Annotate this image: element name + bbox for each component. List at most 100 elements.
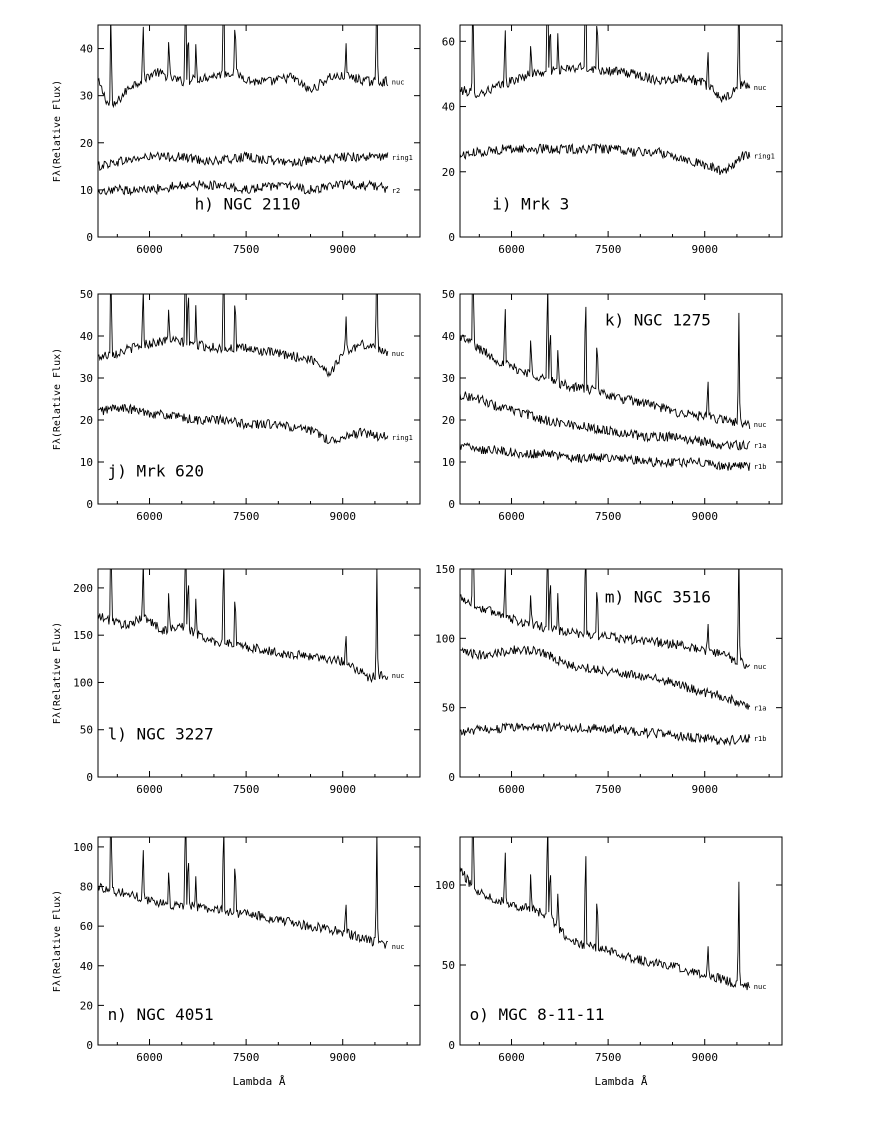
y-tick-label: 60 (442, 35, 455, 48)
panel-label: j) Mrk 620 (108, 462, 204, 481)
y-tick-label: 40 (442, 330, 455, 343)
x-tick-label: 6000 (498, 783, 525, 796)
plot-frame (459, 568, 783, 778)
y-tick-label: 10 (442, 456, 455, 469)
x-tick-label: 9000 (691, 243, 718, 256)
y-tick-label: 100 (435, 632, 455, 645)
x-tick-label: 9000 (691, 1051, 718, 1064)
plot-frame (459, 293, 783, 505)
spectrum-line (98, 25, 389, 109)
spectrum-line (460, 25, 751, 104)
y-tick-label: 50 (442, 702, 455, 715)
chart-panel: 6000 7500 9000 0 20 40 60 80 100 Fλ(Relative Flux… (52, 836, 421, 1088)
panel-label: l) NGC 3227 (108, 725, 214, 744)
y-tick-label: 20 (80, 137, 93, 150)
x-tick-label: 7500 (233, 510, 260, 523)
x-tick-label: 9000 (329, 510, 356, 523)
plot-frame (459, 836, 783, 1046)
chart-panel: 6000 7500 9000 0 20 40 60 nuc ring1 i) Mrk 3 (442, 24, 783, 256)
x-tick-label: 9000 (691, 510, 718, 523)
y-tick-label: 0 (86, 231, 93, 244)
chart-panel: 6000 7500 9000 0 50 100 150 nuc r1a r1b m) NGC 351… (435, 563, 783, 796)
y-tick-label: 30 (80, 90, 93, 103)
chart-panel: 6000 7500 9000 0 50 100 150 200 Fλ(Relative Flux… (52, 568, 421, 796)
x-tick-label: 6000 (136, 783, 163, 796)
y-tick-label: 0 (86, 1039, 93, 1052)
spectrum-line (460, 837, 751, 991)
y-tick-label: 40 (80, 43, 93, 56)
plot-frame (459, 24, 783, 238)
x-tick-label: 7500 (233, 243, 260, 256)
y-tick-label: 20 (80, 414, 93, 427)
series-label: ring1 (392, 154, 413, 162)
spectrum-line (98, 151, 389, 171)
y-tick-label: 20 (442, 166, 455, 179)
y-axis-label: Fλ(Relative Flux) (52, 80, 63, 182)
series-label: nuc (754, 663, 767, 671)
series-label: r1a (754, 442, 767, 450)
y-tick-label: 50 (442, 288, 455, 301)
y-tick-label: 30 (442, 372, 455, 385)
spectrum-line (460, 294, 751, 429)
y-tick-label: 0 (448, 1039, 455, 1052)
y-tick-label: 20 (442, 414, 455, 427)
y-tick-label: 40 (442, 101, 455, 114)
x-axis-label: Lambda Å (595, 1075, 648, 1088)
plot-frame (97, 24, 421, 238)
y-tick-label: 40 (80, 960, 93, 973)
chart-panel: 6000 7500 9000 0 10 20 30 40 50 nuc r1a r1b k) NGC 1… (442, 288, 783, 523)
y-axis-label: Fλ(Relative Flux) (52, 890, 63, 992)
y-tick-label: 50 (80, 724, 93, 737)
series-label: r1a (754, 705, 767, 713)
chart-panel: 6000 7500 9000 0 50 100 Lambda Å nuc o) MGC 8-11… (435, 836, 783, 1088)
spectrum-line (98, 179, 389, 197)
x-tick-label: 7500 (595, 243, 622, 256)
panel-label: m) NGC 3516 (605, 587, 711, 606)
x-tick-label: 9000 (329, 1051, 356, 1064)
x-axis-label: Lambda Å (233, 1075, 286, 1088)
spectrum-line (460, 569, 751, 669)
chart-panel: 6000 7500 9000 0 10 20 30 40 50 Fλ(Relative Flux)… (52, 288, 421, 523)
spectrum-line (98, 837, 388, 949)
x-tick-label: 7500 (595, 1051, 622, 1064)
x-tick-label: 7500 (595, 510, 622, 523)
series-label: nuc (754, 421, 767, 429)
x-tick-label: 6000 (498, 243, 525, 256)
x-tick-label: 6000 (136, 243, 163, 256)
panel-label: n) NGC 4051 (108, 1005, 214, 1024)
y-tick-label: 60 (80, 920, 93, 933)
spectrum-line (460, 721, 751, 747)
panel-label: i) Mrk 3 (492, 194, 569, 213)
x-tick-label: 7500 (233, 783, 260, 796)
y-axis-label: Fλ(Relative Flux) (52, 348, 63, 450)
series-label: nuc (392, 672, 405, 680)
spectrum-line (98, 569, 389, 684)
y-tick-label: 100 (73, 841, 93, 854)
panel-label: k) NGC 1275 (605, 311, 711, 330)
x-tick-label: 7500 (595, 783, 622, 796)
y-tick-label: 20 (80, 999, 93, 1012)
y-tick-label: 100 (435, 879, 455, 892)
y-tick-label: 0 (448, 771, 455, 784)
y-tick-label: 0 (448, 498, 455, 511)
y-tick-label: 0 (448, 231, 455, 244)
x-tick-label: 6000 (136, 1051, 163, 1064)
y-tick-label: 10 (80, 456, 93, 469)
series-label: r2 (392, 187, 400, 195)
x-tick-label: 6000 (498, 1051, 525, 1064)
x-tick-label: 9000 (691, 783, 718, 796)
x-tick-label: 9000 (329, 783, 356, 796)
y-tick-label: 80 (80, 881, 93, 894)
x-tick-label: 9000 (329, 243, 356, 256)
spectrum-line (460, 645, 751, 710)
series-label: nuc (392, 943, 405, 951)
spectrum-line (460, 391, 751, 451)
y-tick-label: 0 (86, 498, 93, 511)
y-tick-label: 10 (80, 184, 93, 197)
series-label: nuc (392, 350, 405, 358)
y-tick-label: 150 (435, 563, 455, 576)
series-label: r1b (754, 463, 767, 471)
spectrum-line (98, 294, 389, 378)
y-tick-label: 50 (80, 288, 93, 301)
spectrum-line (460, 442, 751, 471)
